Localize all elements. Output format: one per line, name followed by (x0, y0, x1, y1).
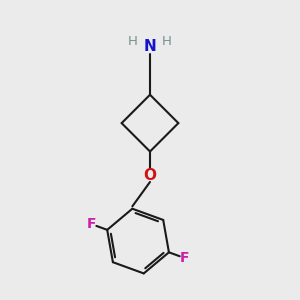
Text: H: H (128, 35, 138, 48)
Text: F: F (87, 217, 97, 231)
Text: F: F (180, 251, 189, 265)
Text: N: N (144, 40, 156, 55)
Text: H: H (161, 35, 171, 48)
Text: O: O (143, 168, 157, 183)
